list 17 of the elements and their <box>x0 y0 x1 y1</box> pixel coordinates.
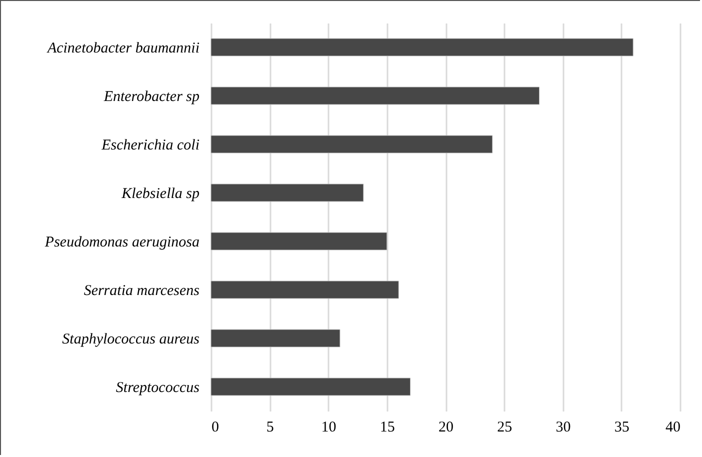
x-tick-label: 0 <box>212 420 219 436</box>
y-tick-label: Enterobacter sp <box>102 88 200 105</box>
y-tick-label: Serratia marcesens <box>84 282 200 299</box>
x-tick-label: 20 <box>438 420 454 436</box>
y-tick-label: Pseudomonas aeruginosa <box>44 234 200 250</box>
x-tick-label: 15 <box>380 420 395 436</box>
y-tick-label: Staphylococcus aureus <box>62 331 200 348</box>
x-tick-label: 40 <box>666 420 680 436</box>
y-tick-label: Klebsiella sp <box>120 186 200 202</box>
x-tick-label: 30 <box>556 420 571 436</box>
x-tick-label: 25 <box>497 420 512 436</box>
x-tick-label: 35 <box>614 420 630 436</box>
y-tick-label: Escherichia coli <box>100 137 200 154</box>
y-tick-label: Streptococcus <box>116 380 200 396</box>
y-tick-label: Acinetobacter baumannii <box>46 40 200 56</box>
x-tick-label: 5 <box>266 420 274 436</box>
x-tick-label: 10 <box>321 420 336 436</box>
